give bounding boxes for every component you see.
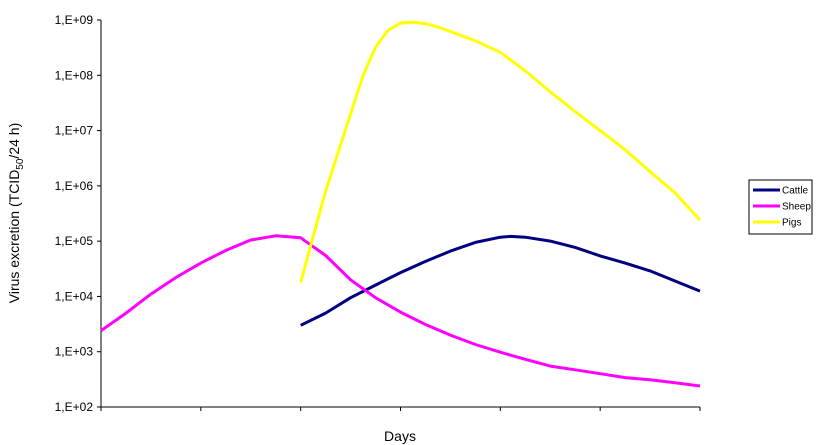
y-axis-title: Virus excretion (TCID50/24 h) — [6, 123, 26, 304]
y-tick-label: 1,E+07 — [55, 124, 94, 138]
y-tick-label: 1,E+05 — [55, 234, 94, 248]
y-tick-labels: 1,E+02 1,E+03 1,E+04 1,E+05 1,E+06 1,E+07 1,E+… — [55, 13, 94, 414]
y-tick-label: 1,E+09 — [55, 13, 94, 27]
legend-label-pigs: Pigs — [782, 218, 801, 229]
y-tick-label: 1,E+03 — [55, 345, 94, 359]
x-axis-title: Days — [384, 428, 416, 444]
series-line-cattle — [300, 234, 701, 327]
axes — [97, 19, 701, 411]
legend: Cattle Sheep Pigs — [748, 179, 813, 235]
y-tick-label: 1,E+08 — [55, 68, 94, 82]
y-tick-label: 1,E+06 — [55, 179, 94, 193]
y-tick-label: 1,E+04 — [55, 289, 94, 303]
y-axis-title-subscript: 50 — [15, 158, 26, 170]
y-axis-title-prefix: Virus excretion (TCID — [6, 170, 22, 304]
legend-label-sheep: Sheep — [782, 202, 811, 213]
series-lines — [100, 20, 702, 388]
legend-label-cattle: Cattle — [782, 186, 809, 197]
y-tick-label: 1,E+02 — [55, 400, 94, 414]
series-line-sheep — [100, 234, 701, 388]
y-axis-title-suffix: /24 h) — [6, 123, 22, 159]
series-line-pigs — [299, 20, 702, 283]
